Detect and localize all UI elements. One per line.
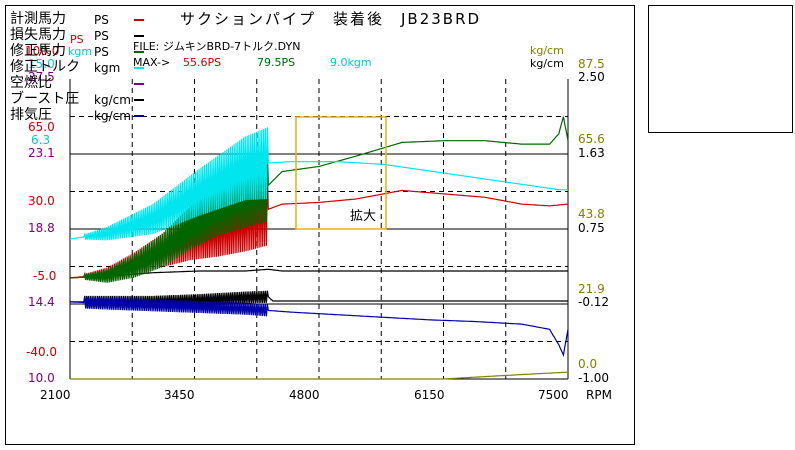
legend-unit: kg/cm	[94, 109, 131, 123]
left-tick-ps: 65.0	[28, 120, 55, 134]
right-tick-olive: 21.9	[578, 282, 605, 296]
left-tick-ps: -40.0	[26, 345, 58, 359]
legend-item: 空燃比	[10, 75, 144, 91]
x-tick-label: 3450	[164, 388, 195, 402]
legend-unit: kg/cm	[94, 93, 131, 107]
max-value-corrected: 79.5PS	[257, 56, 296, 69]
zoom-label: 拡大	[350, 209, 377, 224]
legend-unit: PS	[94, 29, 109, 43]
left-tick-afr: 23.1	[28, 146, 55, 160]
x-tick-label: 4800	[289, 388, 320, 402]
legend-swatch	[134, 83, 144, 85]
right-tick-black: 2.50	[578, 70, 605, 84]
right-tick-black: 0.75	[578, 221, 605, 235]
legend-item: 損失馬力 PS	[10, 27, 144, 43]
left-tick-afr: 14.4	[28, 295, 55, 309]
right-tick-black: -1.00	[578, 371, 610, 385]
left-tick-afr: 18.8	[28, 221, 55, 235]
legend-unit: PS	[94, 13, 109, 27]
left-axis-unit-ps: PS	[70, 33, 84, 46]
legend-swatch	[134, 35, 144, 37]
legend-swatch	[134, 99, 144, 101]
left-axis-top-afr: 27.5	[28, 70, 55, 84]
x-tick-label: 2100	[40, 388, 71, 402]
legend-name: 修正トルク	[10, 59, 80, 75]
left-tick-ps: -5.0	[33, 269, 57, 283]
legend-name: 計測馬力	[10, 11, 66, 27]
legend-swatch	[134, 67, 144, 69]
legend-item: 修正トルク kgm	[10, 59, 144, 75]
left-tick-afr: 10.0	[28, 371, 55, 385]
right-tick-olive: 87.5	[578, 57, 605, 71]
max-value-torque: 9.0kgm	[330, 56, 372, 69]
right-axis-unit-olive: kg/cm	[530, 44, 564, 57]
legend-swatch	[134, 19, 144, 21]
file-label: FILE: ジムキンBRD-7トルク.DYN	[133, 40, 301, 53]
right-tick-olive: 65.6	[578, 132, 605, 146]
left-axis-top-kgm: 15.0	[28, 57, 55, 71]
x-tick-label: 6150	[414, 388, 445, 402]
max-value-measured: 55.6PS	[183, 56, 222, 69]
x-axis-unit: RPM	[586, 388, 612, 402]
right-tick-black: 1.63	[578, 146, 605, 160]
right-tick-olive: 43.8	[578, 207, 605, 221]
legend-name: 損失馬力	[10, 27, 66, 43]
legend-name: 空燃比	[10, 75, 52, 91]
chart-title: サクションパイプ 装着後 JB23BRD	[180, 10, 482, 28]
right-axis-unit-black: kg/cm	[530, 57, 564, 70]
right-tick-black: -0.12	[578, 295, 610, 309]
max-label: MAX->	[133, 56, 171, 69]
legend-panel	[648, 5, 793, 133]
right-tick-olive: 0.0	[578, 357, 598, 371]
left-axis-top-ps: 100.0	[25, 44, 60, 58]
x-tick-label: 7500	[538, 388, 569, 402]
left-tick-ps: 30.0	[28, 194, 55, 208]
legend-item: 修正馬力 PS	[10, 43, 144, 59]
legend-name: 修正馬力	[10, 43, 66, 59]
left-tick-kgm: 6.3	[31, 133, 51, 147]
legend-swatch	[134, 115, 144, 117]
legend-name: 排気圧	[10, 107, 52, 123]
legend-swatch	[134, 51, 144, 53]
legend-unit: PS	[94, 45, 109, 59]
legend-item: 計測馬力 PS	[10, 11, 144, 27]
legend-name: ブースト圧	[10, 91, 80, 107]
legend-item: 排気圧 kg/cm	[10, 107, 144, 123]
legend-item: ブースト圧 kg/cm	[10, 91, 144, 107]
left-axis-unit-kgm: kgm	[68, 45, 93, 58]
legend-unit: kgm	[94, 61, 121, 75]
